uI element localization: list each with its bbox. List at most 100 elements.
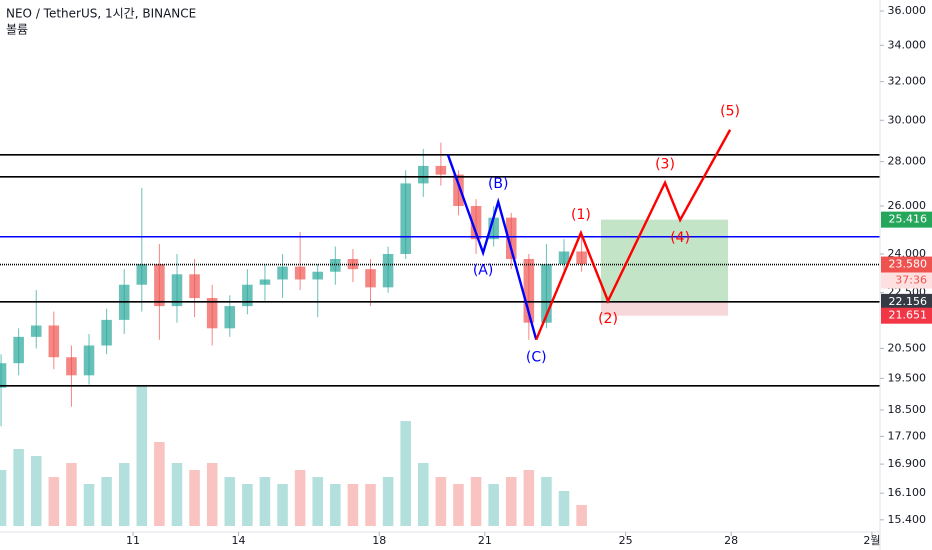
volume-bar	[558, 491, 570, 526]
candle-body	[224, 306, 236, 329]
candle-body	[312, 271, 324, 280]
price-tag-label: 22.156	[889, 295, 928, 308]
volume-bar	[453, 484, 464, 526]
x-tick-label: 2월	[863, 534, 880, 547]
candle-body	[189, 274, 200, 298]
candle-body	[242, 284, 253, 307]
volume-bar	[576, 505, 587, 526]
countdown-tag	[881, 272, 932, 289]
position-box	[600, 301, 728, 316]
wave-path	[535, 129, 732, 341]
volume-bar	[294, 470, 306, 526]
volume-bar	[136, 386, 148, 526]
candle-body	[13, 336, 24, 364]
wave-label: (C)	[526, 350, 547, 366]
candle-body	[206, 297, 218, 329]
volume-bar	[418, 463, 429, 526]
y-tick-label: 34.000	[888, 38, 927, 51]
candle-body	[154, 264, 165, 307]
candle-body	[294, 266, 306, 280]
price-tag	[881, 307, 932, 324]
price-tag	[881, 293, 932, 310]
candle-body	[541, 264, 552, 323]
y-tick-label: 26.000	[888, 199, 927, 212]
x-tick-label: 11	[126, 534, 140, 547]
volume-bar	[523, 470, 535, 526]
y-tick-label: 20.500	[888, 341, 927, 354]
candle-body	[576, 251, 587, 265]
volume-bar	[154, 442, 165, 526]
wave-path	[446, 154, 538, 341]
volume-bar	[365, 484, 376, 526]
x-tick-label: 25	[619, 534, 633, 547]
volume-bar	[242, 484, 253, 526]
volume-bar	[83, 484, 95, 526]
volume-bar	[488, 484, 499, 526]
y-tick-label: 36.000	[888, 4, 927, 17]
y-tick-label: 15.400	[888, 513, 927, 526]
x-tick-label: 18	[372, 534, 386, 547]
candle-body	[418, 165, 429, 184]
x-tick-label: 28	[724, 534, 738, 547]
y-tick-label: 19.500	[888, 371, 927, 384]
price-tag-label: 21.651	[889, 309, 928, 322]
volume-bar	[0, 470, 7, 526]
volume-bar	[330, 484, 341, 526]
candle-body	[277, 266, 288, 280]
volume-bar	[206, 463, 218, 526]
y-tick-label: 17.700	[888, 429, 927, 442]
candle-body	[523, 258, 535, 323]
candle-body	[382, 253, 394, 288]
plot: (A) (B) (C) (1) (2) (3) (4) (5)	[0, 104, 880, 526]
wave-label: (B)	[488, 176, 509, 192]
volume-bar	[189, 470, 200, 526]
y-tick-label: 30.000	[888, 113, 927, 126]
volume-bar	[400, 421, 411, 526]
y-tick-label: 32.000	[888, 75, 927, 88]
candle-body	[0, 363, 7, 388]
candle-body	[30, 325, 42, 337]
wave-label: (3)	[655, 157, 675, 173]
candle-body	[470, 206, 482, 240]
volume-bar	[118, 463, 130, 526]
candle-body	[101, 319, 112, 346]
y-tick-label: 28.000	[888, 155, 927, 168]
volume-bar	[101, 477, 112, 526]
volume-bar	[259, 477, 271, 526]
price-tag	[881, 256, 932, 273]
volume-bar	[470, 477, 482, 526]
volume-bar	[312, 477, 324, 526]
wave-label: (2)	[598, 311, 618, 327]
volume-bar	[66, 463, 77, 526]
candle-body	[365, 269, 376, 288]
volume-bar	[347, 484, 359, 526]
y-tick-label: 16.900	[888, 457, 927, 470]
volume-bar	[13, 449, 24, 526]
chart-title: NEO / TetherUS, 1시간, BINANCE	[6, 7, 196, 21]
countdown-label: 37:36	[895, 274, 927, 287]
price-tag	[881, 211, 932, 228]
wave-label: (A)	[473, 263, 494, 279]
candle-body	[435, 165, 447, 175]
candle-body	[48, 325, 60, 358]
y-tick-label: 18.500	[888, 403, 927, 416]
volume-bar	[48, 477, 60, 526]
volume-bar	[435, 477, 447, 526]
candle-body	[488, 217, 499, 240]
candle-body	[171, 274, 183, 307]
candle-body	[259, 279, 271, 285]
candle-body	[66, 357, 77, 376]
volume-bar	[224, 477, 236, 526]
position-box	[600, 219, 728, 302]
x-tick-label: 21	[478, 534, 492, 547]
wave-label: (4)	[670, 230, 690, 246]
volume-bar	[277, 484, 288, 526]
wave-label: (5)	[720, 104, 740, 120]
price-tag-label: 25.416	[889, 213, 928, 226]
x-tick-label: 14	[232, 534, 246, 547]
volume-bar	[505, 477, 517, 526]
volume-bar	[541, 477, 552, 526]
candle-body	[558, 251, 570, 265]
volume-bar	[171, 463, 183, 526]
